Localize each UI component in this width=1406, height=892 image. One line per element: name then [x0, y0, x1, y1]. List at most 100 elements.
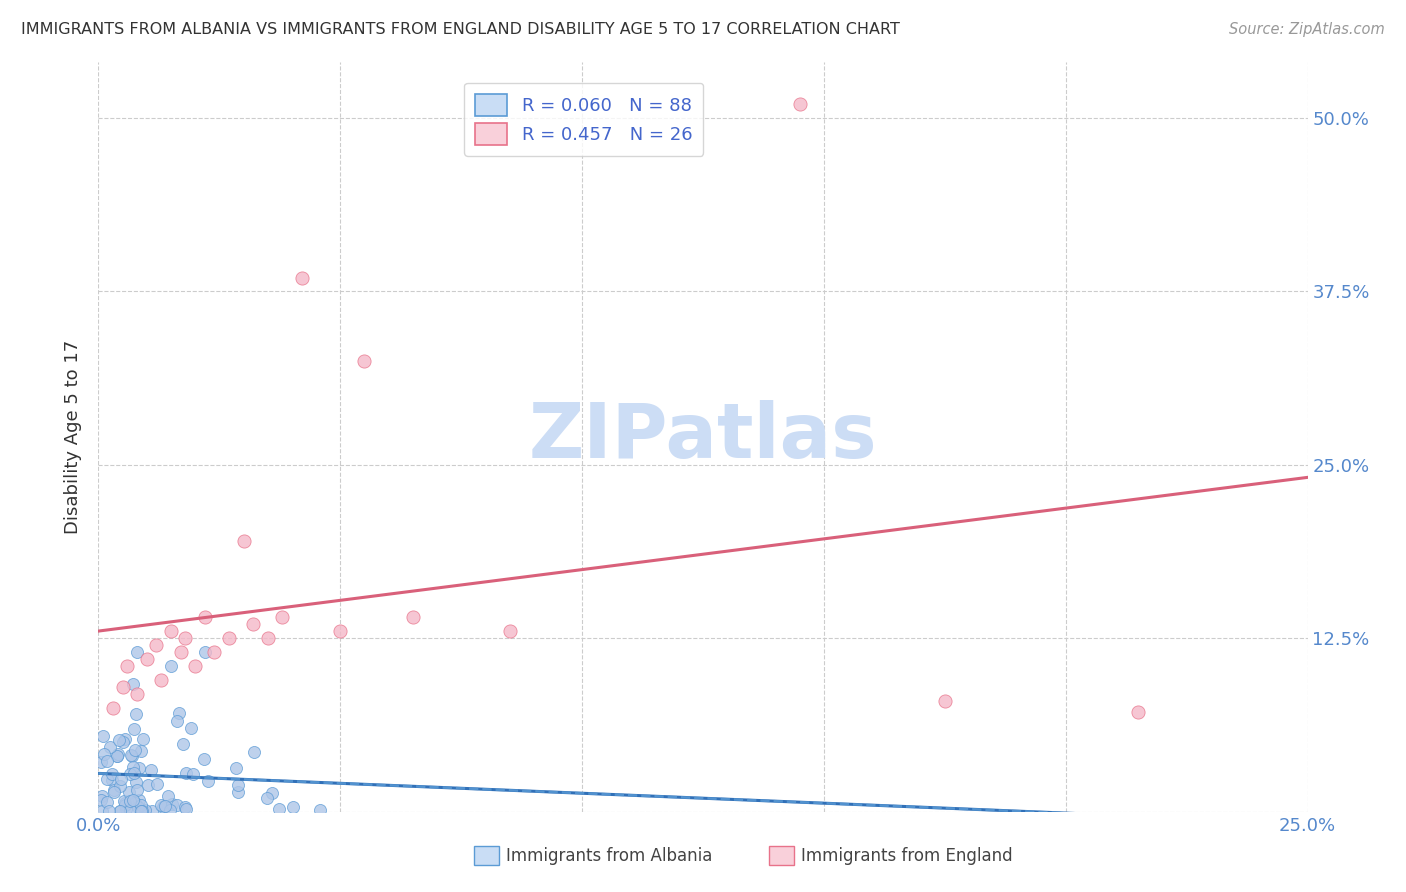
Point: [105, 749, 128, 764]
Point: [160, 659, 183, 673]
Point: [118, 784, 141, 798]
Point: [111, 680, 134, 694]
Point: [166, 714, 188, 728]
Point: [160, 797, 183, 811]
Point: [242, 745, 264, 759]
Point: [290, 270, 312, 285]
Point: [124, 796, 146, 810]
Point: [100, 767, 122, 781]
Text: ZIPatlas: ZIPatlas: [529, 401, 877, 474]
Point: [110, 772, 132, 786]
Point: [120, 747, 142, 762]
Y-axis label: Disability Age 5 to 17: Disability Age 5 to 17: [65, 340, 83, 534]
Point: [146, 777, 169, 791]
Point: [128, 761, 150, 775]
Point: [132, 732, 155, 747]
Point: [103, 783, 125, 797]
Point: [150, 673, 173, 687]
Point: [267, 802, 290, 816]
Point: [115, 802, 138, 816]
Point: [194, 645, 217, 659]
Legend: R = 0.060   N = 88, R = 0.457   N = 26: R = 0.060 N = 88, R = 0.457 N = 26: [464, 83, 703, 155]
Point: [96, 754, 118, 768]
Point: [166, 798, 188, 813]
Point: [232, 534, 254, 549]
Point: [184, 659, 207, 673]
Point: [90, 804, 112, 818]
Point: [353, 353, 375, 368]
Point: [180, 721, 202, 735]
Text: IMMIGRANTS FROM ALBANIA VS IMMIGRANTS FROM ENGLAND DISABILITY AGE 5 TO 17 CORREL: IMMIGRANTS FROM ALBANIA VS IMMIGRANTS FR…: [21, 22, 900, 37]
Point: [174, 765, 197, 780]
Text: Immigrants from Albania: Immigrants from Albania: [506, 847, 713, 865]
Point: [90, 793, 112, 807]
Point: [98, 739, 121, 754]
Point: [789, 97, 811, 112]
Point: [91, 729, 114, 743]
Point: [107, 747, 129, 761]
Point: [120, 766, 142, 780]
Point: [108, 779, 131, 793]
Point: [117, 659, 139, 673]
Point: [122, 766, 145, 780]
Point: [242, 617, 264, 632]
Point: [167, 706, 190, 720]
Point: [96, 772, 118, 787]
Point: [121, 748, 143, 763]
Point: [174, 802, 197, 816]
Point: [127, 799, 149, 814]
Point: [226, 785, 249, 799]
Point: [122, 759, 145, 773]
Point: [128, 793, 150, 807]
Point: [124, 743, 146, 757]
Point: [131, 798, 153, 813]
Point: [101, 700, 124, 714]
Point: [122, 793, 145, 807]
Text: Immigrants from England: Immigrants from England: [801, 847, 1014, 865]
Point: [118, 794, 141, 808]
Point: [174, 800, 197, 814]
Point: [110, 804, 132, 818]
Point: [934, 694, 956, 708]
Point: [127, 645, 149, 659]
Point: [105, 749, 128, 764]
Point: [262, 786, 284, 800]
Point: [111, 735, 134, 749]
Point: [108, 733, 131, 747]
Point: [256, 790, 278, 805]
Point: [114, 798, 136, 813]
Point: [122, 722, 145, 736]
Point: [226, 778, 249, 792]
Point: [145, 638, 167, 652]
Text: Source: ZipAtlas.com: Source: ZipAtlas.com: [1229, 22, 1385, 37]
Point: [125, 775, 148, 789]
Point: [498, 624, 520, 639]
Point: [93, 747, 115, 762]
Point: [135, 652, 157, 666]
Point: [156, 789, 179, 804]
Point: [97, 804, 120, 818]
Point: [141, 805, 163, 819]
Point: [329, 624, 352, 639]
Point: [124, 706, 146, 721]
Point: [169, 645, 191, 659]
Point: [108, 805, 131, 819]
Point: [159, 803, 181, 817]
Point: [256, 632, 278, 646]
Point: [225, 761, 247, 775]
Point: [96, 795, 118, 809]
Point: [281, 799, 304, 814]
Point: [136, 778, 159, 792]
Point: [172, 737, 194, 751]
Point: [114, 732, 136, 747]
Point: [114, 796, 136, 810]
Point: [134, 803, 156, 817]
Point: [194, 610, 217, 624]
Point: [131, 743, 153, 757]
Point: [103, 785, 125, 799]
Point: [402, 610, 425, 624]
Point: [149, 798, 172, 813]
Point: [218, 632, 240, 646]
Point: [127, 687, 149, 701]
Point: [193, 752, 215, 766]
